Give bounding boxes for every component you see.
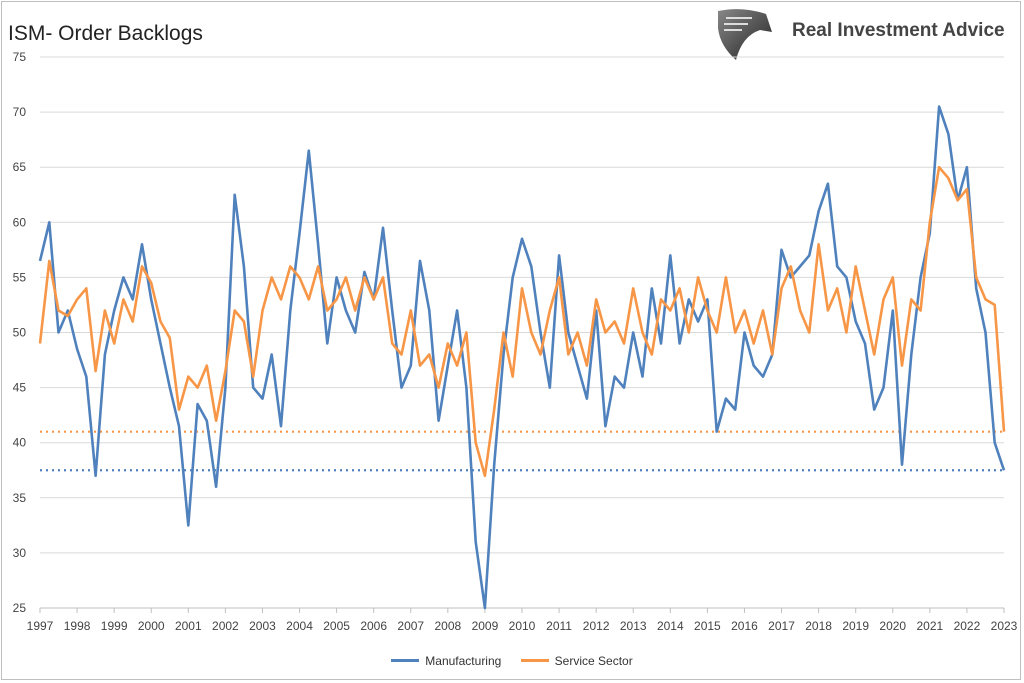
series-line-manufacturing (38, 105, 1006, 610)
x-tick-label: 2010 (509, 619, 536, 633)
x-tick-label: 2017 (768, 619, 795, 633)
x-tick-label: 1999 (101, 619, 128, 633)
x-tick-label: 2020 (879, 619, 906, 633)
x-tick-label: 2022 (954, 619, 981, 633)
legend-swatch (520, 659, 549, 662)
x-tick-label: 2005 (323, 619, 350, 633)
y-tick-label: 65 (13, 160, 27, 174)
x-tick-label: 2004 (286, 619, 313, 633)
x-tick-label: 2009 (472, 619, 499, 633)
x-tick-label: 2014 (657, 619, 684, 633)
y-tick-label: 45 (13, 381, 27, 395)
x-tick-label: 2001 (175, 619, 202, 633)
legend: Manufacturing Service Sector (0, 651, 1024, 668)
x-tick-label: 2002 (212, 619, 239, 633)
x-tick-label: 2016 (731, 619, 758, 633)
y-tick-label: 25 (13, 601, 27, 615)
x-tick-label: 2000 (138, 619, 165, 633)
chart-title: ISM- Order Backlogs (8, 22, 203, 45)
x-tick-label: 2019 (842, 619, 869, 633)
x-tick-label: 2023 (991, 619, 1018, 633)
legend-swatch (391, 659, 420, 662)
y-tick-label: 50 (13, 326, 27, 340)
eagle-shield-icon (718, 9, 772, 60)
y-tick-label: 55 (13, 270, 27, 284)
x-tick-label: 1998 (64, 619, 91, 633)
y-tick-label: 40 (13, 436, 27, 450)
x-tick-label: 2006 (360, 619, 387, 633)
logo: Real Investment Advice (712, 6, 1012, 61)
x-tick-label: 2015 (694, 619, 721, 633)
y-tick-label: 60 (13, 215, 27, 229)
y-tick-label: 75 (13, 50, 27, 64)
x-tick-label: 2003 (249, 619, 276, 633)
series-line-service-sector (38, 165, 1006, 478)
x-tick-label: 2021 (916, 619, 943, 633)
x-tick-label: 2018 (805, 619, 832, 633)
brand-name: Real Investment Advice (792, 20, 1005, 41)
x-tick-label: 2008 (434, 619, 461, 633)
y-tick-label: 35 (13, 491, 27, 505)
x-tick-label: 1997 (27, 619, 54, 633)
x-tick-label: 2007 (397, 619, 424, 633)
legend-item-service: Service Sector (520, 653, 633, 668)
y-tick-label: 70 (13, 105, 27, 119)
y-tick-label: 30 (13, 546, 27, 560)
legend-label: Service Sector (554, 653, 633, 668)
x-tick-label: 2011 (546, 619, 572, 633)
legend-label: Manufacturing (425, 653, 502, 668)
x-tick-label: 2012 (583, 619, 610, 633)
x-tick-label: 2013 (620, 619, 647, 633)
legend-item-manufacturing: Manufacturing (391, 654, 501, 668)
